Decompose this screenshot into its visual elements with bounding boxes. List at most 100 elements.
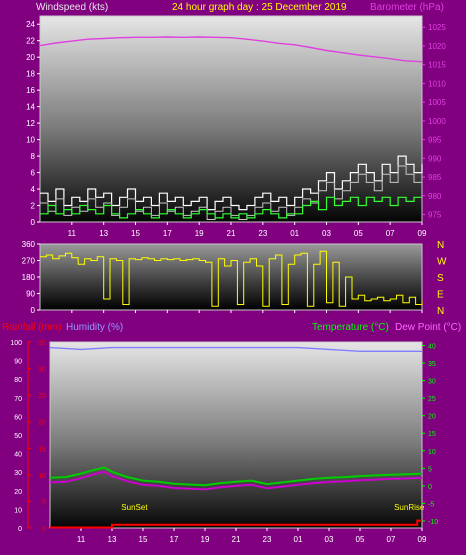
y2-tick-label: 1005: [428, 98, 446, 107]
y2-tick-label: 1010: [428, 79, 446, 88]
sunset-annotation: SunSet: [121, 503, 148, 512]
x-tick-label: 17: [163, 229, 172, 238]
y2-tick-label: 990: [428, 154, 442, 163]
windspeed-axis-label: Windspeed (kts): [36, 2, 108, 13]
humidity-tick-label: 0: [18, 526, 22, 533]
rainfall-series: [50, 519, 422, 529]
x-tick-label: 13: [108, 535, 117, 544]
y-tick-label: 4: [31, 185, 36, 194]
humidity-tick-label: 50: [14, 433, 22, 440]
temp-tick-label: 40: [428, 344, 436, 351]
humidity-series: [49, 346, 422, 352]
wind-green-series: [40, 196, 422, 219]
y-tick-label: 20: [26, 53, 35, 62]
y-tick-label: 0: [31, 306, 36, 315]
x-tick-label: 01: [294, 535, 303, 544]
y2-tick-label: 980: [428, 192, 442, 201]
y-tick-label: 270: [22, 257, 36, 266]
barometer-series: [39, 36, 423, 63]
humidity-tick-label: 40: [14, 452, 22, 459]
rain-tick-label: 30: [38, 367, 46, 374]
y2-tick-label: 1015: [428, 61, 446, 70]
humidity-tick-label: 30: [14, 470, 22, 477]
x-tick-label: 07: [386, 229, 395, 238]
plot-area-temperature: [49, 341, 423, 529]
rain-tick-label: 35: [38, 340, 46, 347]
humidity-tick-label: 80: [14, 377, 22, 384]
compass-label: N: [437, 306, 444, 317]
wind-barometer-chart: 0246810121416182022249759809859909951000…: [26, 15, 446, 238]
compass-label: W: [437, 257, 447, 268]
rain-tick-label: 0: [42, 526, 46, 533]
temp-tick-label: -10: [428, 519, 438, 526]
y-tick-label: 12: [26, 119, 35, 128]
y-tick-label: 18: [26, 70, 35, 79]
x-tick-label: 15: [139, 535, 148, 544]
rain-tick-label: 25: [38, 393, 46, 400]
x-tick-label: 03: [322, 229, 331, 238]
humidity-axis-label: Humidity (%): [66, 322, 123, 333]
y-tick-label: 180: [22, 273, 36, 282]
dewpoint-series: [49, 470, 423, 491]
x-tick-label: 05: [354, 229, 363, 238]
rain-tick-label: 10: [38, 473, 46, 480]
y2-tick-label: 995: [428, 136, 442, 145]
temp-tick-label: -5: [428, 501, 434, 508]
x-tick-label: 05: [356, 535, 365, 544]
x-tick-label: 15: [131, 229, 140, 238]
x-tick-label: 23: [258, 229, 267, 238]
x-tick-label: 21: [232, 535, 241, 544]
x-tick-label: 09: [418, 229, 427, 238]
compass-label: E: [437, 290, 444, 301]
y-tick-label: 360: [22, 240, 36, 249]
x-tick-label: 09: [418, 535, 427, 544]
x-tick-label: 17: [170, 535, 179, 544]
y2-tick-label: 1020: [428, 42, 446, 51]
x-tick-label: 11: [68, 229, 77, 238]
plot-area-wind: [39, 15, 423, 223]
temp-tick-label: 35: [428, 361, 436, 368]
sunrise-annotation: SunRise: [394, 503, 425, 512]
rain-tick-label: 20: [38, 420, 46, 427]
humidity-tick-label: 20: [14, 489, 22, 496]
x-tick-label: 23: [263, 535, 272, 544]
x-tick-label: 01: [290, 229, 299, 238]
y-tick-label: 0: [31, 218, 36, 227]
y-tick-label: 22: [26, 37, 35, 46]
y-tick-label: 6: [31, 169, 36, 178]
temp-tick-label: 5: [428, 466, 432, 473]
temperature-axis-label: Temperature (°C): [312, 322, 389, 333]
y-tick-label: 24: [26, 20, 35, 29]
x-tick-label: 13: [99, 229, 108, 238]
temp-tick-label: 25: [428, 396, 436, 403]
rain-tick-label: 15: [38, 446, 46, 453]
temp-tick-label: 20: [428, 414, 436, 421]
x-tick-label: 19: [201, 535, 210, 544]
x-tick-label: 19: [195, 229, 204, 238]
humidity-tick-label: 70: [14, 396, 22, 403]
temp-tick-label: 0: [428, 484, 432, 491]
y-tick-label: 8: [31, 152, 36, 161]
direction-series: [40, 250, 423, 307]
temp-tick-label: 10: [428, 449, 436, 456]
y2-tick-label: 1000: [428, 117, 446, 126]
y-tick-label: 10: [26, 136, 35, 145]
x-tick-label: 07: [387, 535, 396, 544]
rain-tick-label: 5: [42, 499, 46, 506]
dewpoint-axis-label: Dew Point (°C): [395, 322, 461, 333]
y-tick-label: 14: [26, 103, 35, 112]
gust-series: [40, 155, 423, 211]
temp-tick-label: 30: [428, 379, 436, 386]
temperature-humidity-chart: 010203040506070809010005101520253035-10-…: [10, 340, 438, 544]
x-tick-label: 03: [325, 535, 334, 544]
y2-tick-label: 985: [428, 173, 442, 182]
x-tick-label: 11: [77, 535, 86, 544]
humidity-tick-label: 100: [10, 340, 22, 347]
barometer-axis-label: Barometer (hPa): [370, 2, 444, 13]
temperature-series: [49, 466, 423, 487]
x-tick-label: 21: [227, 229, 236, 238]
y2-tick-label: 1025: [428, 23, 446, 32]
